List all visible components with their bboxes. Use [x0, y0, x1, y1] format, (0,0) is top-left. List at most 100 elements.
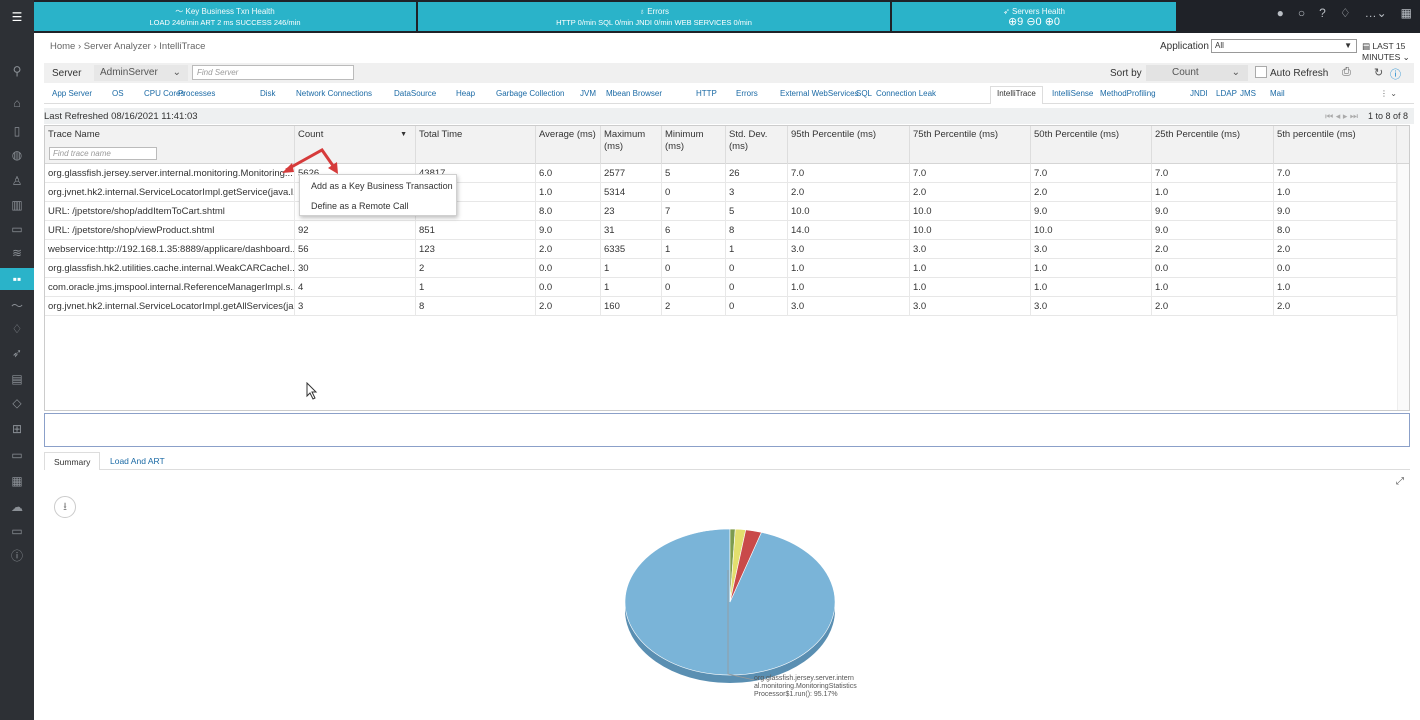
tab-connection-leak[interactable]: Connection Leak — [876, 89, 937, 98]
table-row[interactable]: org.glassfish.hk2.utilities.cache.intern… — [45, 259, 1397, 278]
pager-next-icon[interactable]: ▸ — [1342, 111, 1348, 121]
time-range-picker[interactable]: ▤ LAST 15 MINUTES ⌄ — [1362, 41, 1410, 62]
monitor-icon[interactable]: ▭ — [11, 524, 23, 538]
mouse-cursor-icon — [306, 382, 318, 400]
tab-network-connections[interactable]: Network Connections — [296, 89, 373, 98]
send-icon[interactable]: ➶ — [11, 346, 23, 360]
breadcrumb[interactable]: Home › Server Analyzer › IntelliTrace — [50, 41, 206, 52]
layers-icon[interactable]: ≋ — [11, 246, 23, 260]
column-header[interactable]: Average (ms) — [536, 126, 601, 164]
home-icon[interactable]: ⌂ — [13, 96, 21, 110]
tab-processes[interactable]: Processes — [178, 89, 216, 98]
table-row[interactable]: org.jvnet.hk2.internal.ServiceLocatorImp… — [45, 183, 1397, 202]
column-header[interactable]: 50th Percentile (ms) — [1031, 126, 1152, 164]
column-header[interactable]: 75th Percentile (ms) — [910, 126, 1031, 164]
tab-datasource[interactable]: DataSource — [394, 89, 437, 98]
column-header[interactable]: Count ▼ — [295, 126, 416, 164]
column-header[interactable]: Trace Name — [45, 126, 295, 164]
tab-intellitrace[interactable]: IntelliTrace — [990, 86, 1043, 104]
grid-scrollbar[interactable] — [1397, 164, 1409, 410]
expand-icon[interactable]: ⤢ — [1396, 476, 1404, 487]
tab-sql[interactable]: SQL — [856, 89, 873, 98]
menu-icon[interactable]: ☰ — [11, 10, 23, 24]
package-icon[interactable]: ⊞ — [11, 422, 23, 436]
tab-os[interactable]: OS — [112, 89, 124, 98]
tab-ldap[interactable]: LDAP — [1216, 89, 1237, 98]
column-header[interactable]: 5th percentile (ms) — [1274, 126, 1397, 164]
refresh-icon[interactable]: ↻ — [1374, 67, 1384, 79]
tab-mail[interactable]: Mail — [1270, 89, 1285, 98]
more-icon[interactable]: …⌄ — [1364, 6, 1387, 20]
report-icon[interactable]: ▦ — [11, 474, 23, 488]
analyzer-icon[interactable]: ▪▪ — [0, 268, 34, 290]
user-icon[interactable]: ♙ — [11, 174, 23, 188]
download-icon[interactable]: ⭳ — [54, 496, 76, 518]
table-row[interactable]: URL: /jpetstore/shop/addItemToCart.shtml… — [45, 202, 1397, 221]
help-icon[interactable]: ⓘ — [1390, 69, 1401, 81]
apps-grid-icon[interactable]: ▦ — [1400, 6, 1412, 20]
tab-app-server[interactable]: App Server — [52, 89, 93, 98]
tab-mbean-browser[interactable]: Mbean Browser — [606, 89, 663, 98]
tab-errors[interactable]: Errors — [736, 89, 758, 98]
tab-jms[interactable]: JMS — [1240, 89, 1256, 98]
bell-icon[interactable]: ♢ — [11, 322, 23, 336]
tab-cpu-cores[interactable]: CPU Cores — [144, 89, 185, 98]
column-header-label: 5th percentile (ms) — [1277, 129, 1356, 140]
tab-disk[interactable]: Disk — [260, 89, 276, 98]
find-server-input[interactable]: Find Server — [192, 65, 354, 80]
auto-refresh-label: Auto Refresh — [1270, 68, 1329, 79]
table-row[interactable]: org.glassfish.jersey.server.internal.mon… — [45, 164, 1397, 183]
tab-heap[interactable]: Heap — [456, 89, 476, 98]
application-select[interactable]: All ▼ — [1211, 39, 1357, 53]
define-remote-call-item[interactable]: Define as a Remote Call — [311, 201, 409, 211]
search-icon[interactable]: ⚲ — [12, 64, 22, 78]
cloud-icon[interactable]: ☁ — [11, 500, 23, 514]
column-header[interactable]: Std. Dev. (ms) — [726, 126, 788, 164]
key-business-txn-health[interactable]: 〜 Key Business Txn Health LOAD 246/min A… — [34, 2, 416, 31]
print-icon[interactable]: ⎙ — [1342, 66, 1351, 78]
column-header[interactable]: 95th Percentile (ms) — [788, 126, 910, 164]
list-icon[interactable]: ▤ — [11, 372, 23, 386]
book-icon[interactable]: ▥ — [11, 198, 23, 212]
tab-summary[interactable]: Summary — [44, 452, 101, 470]
tab-jndi[interactable]: JNDI — [1190, 89, 1208, 98]
page-icon[interactable]: ▯ — [13, 124, 21, 138]
tab-load-and-art[interactable]: Load And ART — [110, 456, 165, 466]
table-row[interactable]: org.jvnet.hk2.internal.ServiceLocatorImp… — [45, 297, 1397, 316]
tab-intellisense[interactable]: IntelliSense — [1052, 89, 1094, 98]
help-icon[interactable]: ? — [1319, 6, 1326, 20]
info-icon[interactable]: ⓘ — [10, 548, 23, 563]
pager-prev-icon[interactable]: ◂ — [1335, 111, 1341, 121]
tab-external-webservices[interactable]: External WebServices — [780, 89, 859, 98]
pager-first-icon[interactable]: ⏮ — [1325, 111, 1334, 121]
find-trace-input[interactable]: Find trace name — [49, 147, 157, 160]
tab-jvm[interactable]: JVM — [580, 89, 596, 98]
column-header[interactable]: Total Time — [416, 126, 536, 164]
bell-icon[interactable]: ♢ — [1339, 6, 1351, 20]
pie-slice[interactable] — [729, 529, 762, 603]
folder2-icon[interactable]: ▭ — [11, 448, 23, 462]
pager-last-icon[interactable]: ⏭ — [1349, 111, 1358, 121]
tab-methodprofiling[interactable]: MethodProfiling — [1100, 89, 1156, 98]
tab-garbage-collection[interactable]: Garbage Collection — [496, 89, 565, 98]
tabs-more-icon[interactable]: ⋮ ⌄ — [1380, 89, 1397, 98]
trend-icon[interactable]: 〜 — [10, 298, 23, 313]
errors-summary[interactable]: ♁ Errors HTTP 0/min SQL 0/min JNDI 0/min… — [418, 2, 890, 31]
column-header[interactable]: 25th Percentile (ms) — [1152, 126, 1274, 164]
folder-icon[interactable]: ▭ — [11, 222, 23, 236]
globe-icon[interactable]: ◍ — [11, 148, 23, 162]
table-row[interactable]: com.oracle.jms.jmspool.internal.Referenc… — [45, 278, 1397, 297]
column-header[interactable]: Minimum (ms) — [662, 126, 726, 164]
chat-icon[interactable]: ● — [1276, 6, 1284, 20]
auto-refresh-checkbox[interactable] — [1255, 66, 1267, 78]
comment-icon[interactable]: ○ — [1297, 6, 1306, 20]
sort-by-select[interactable]: Count ⌄ — [1146, 65, 1248, 81]
server-select[interactable]: AdminServer ⌄ — [94, 65, 188, 81]
servers-health[interactable]: ➶ Servers Health ⊕9 ⊖0 ⊕0 — [892, 2, 1176, 31]
table-row[interactable]: webservice:http://192.168.1.35:8889/appl… — [45, 240, 1397, 259]
column-header[interactable]: Maximum (ms) — [601, 126, 662, 164]
add-key-business-transaction-item[interactable]: Add as a Key Business Transaction — [311, 181, 453, 191]
tab-http[interactable]: HTTP — [696, 89, 717, 98]
tag-icon[interactable]: ◇ — [12, 396, 22, 410]
table-row[interactable]: URL: /jpetstore/shop/viewProduct.shtml 92… — [45, 221, 1397, 240]
